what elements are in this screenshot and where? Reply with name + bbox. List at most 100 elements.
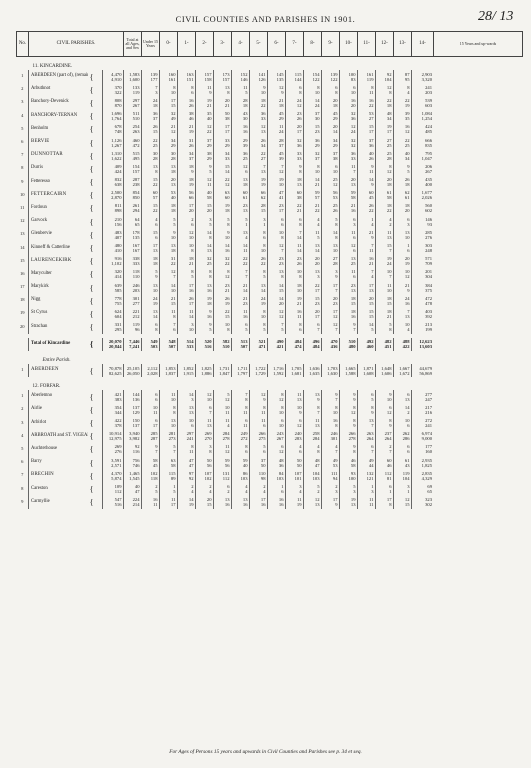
value-cell: 269 270: [195, 429, 214, 443]
value-cell: 173 157: [213, 70, 232, 84]
female-value: 7: [317, 409, 320, 415]
value-cell: 27 25: [375, 135, 394, 150]
sex-marker-line: [96, 222, 103, 227]
value-cell: 15 14: [213, 162, 232, 176]
female-value: 375: [425, 287, 432, 293]
female-value: 46: [188, 116, 194, 122]
value-cell: 246 203: [123, 281, 142, 295]
male-value: 2: [209, 484, 212, 490]
male-value: 13: [314, 243, 320, 249]
female-value: 12: [386, 409, 392, 415]
value-cell: 11 24: [267, 122, 286, 136]
value-cell: 269 276: [102, 442, 124, 457]
male-value: 9: [209, 322, 212, 328]
brace-glyph: {: [89, 84, 94, 95]
female-value: 11: [225, 409, 230, 415]
value-cell: 1,310 1,622: [102, 149, 124, 163]
female-value: 7: [335, 396, 338, 402]
male-value: 56: [188, 190, 194, 196]
male-value: 11: [207, 418, 212, 424]
female-value: 103: [240, 475, 248, 481]
female-value: 5: [209, 327, 212, 333]
female-value: 294: [132, 208, 140, 214]
female-value: 103: [276, 475, 284, 481]
male-value: 15: [314, 295, 320, 301]
female-value: 18: [152, 261, 158, 267]
parish-name: Carmyllie: [28, 495, 88, 509]
female-value: 15: [404, 502, 410, 508]
sex-marker-line: [96, 502, 103, 507]
value-cell: 18 16: [339, 307, 358, 321]
value-cell: 154 122: [303, 70, 322, 84]
female-value: 6: [407, 423, 410, 429]
value-cell: 297 241: [177, 429, 196, 443]
value-cell: 13 3: [303, 267, 322, 281]
value-cell: 11 5: [303, 228, 322, 242]
male-value: 8: [407, 84, 410, 90]
female-value: 56: [206, 462, 212, 468]
male-value: 515: [132, 150, 140, 156]
male-value: 19: [350, 497, 356, 503]
male-value: 93: [350, 470, 356, 476]
female-value: 28: [170, 155, 176, 161]
parish-number: 7: [21, 152, 24, 158]
female-value: 19: [404, 261, 410, 267]
male-value: 36: [242, 150, 248, 156]
value-cell: 19 18: [195, 294, 214, 308]
brace-glyph: {: [89, 282, 94, 293]
value-cell: 11 13: [303, 416, 322, 430]
male-value: 133: [132, 84, 140, 90]
male-value: 132: [366, 470, 374, 476]
female-value: 116: [132, 449, 140, 455]
page-header: CIVIL COUNTIES AND PARISHES IN 1901. 28/…: [0, 9, 531, 27]
male-value: 22: [296, 203, 302, 209]
parish-row: 2 Arbuthnot{370 322 133 119 7 3 8 10 8 6 11 9 13 8 11 5 9…: [17, 83, 523, 97]
female-value: 1,592: [273, 370, 284, 376]
value-cell: 403 392: [411, 307, 434, 321]
value-cell: 1,696 1,764: [102, 109, 124, 123]
male-value: 3,940: [129, 431, 140, 437]
female-value: 7: [353, 327, 356, 333]
female-value: 18: [242, 102, 248, 108]
male-value: 3: [299, 484, 302, 490]
parish-name: Marykirk: [28, 281, 88, 295]
value-cell: 38 29: [195, 149, 214, 163]
value-cell: 201 304: [411, 267, 434, 281]
male-value: 18: [170, 203, 176, 209]
female-value: 5: [245, 327, 248, 333]
female-value: 18: [386, 102, 392, 108]
male-value: 354: [114, 404, 122, 410]
male-value: 8: [245, 404, 248, 410]
sex-marker: [96, 149, 103, 162]
female-value: 161: [168, 76, 176, 82]
female-value: 15: [368, 313, 374, 319]
male-value: 8: [263, 308, 266, 314]
female-value: 151: [186, 76, 194, 82]
male-value: 18: [188, 177, 194, 183]
female-value: 2: [407, 409, 410, 415]
female-value: 13: [260, 129, 266, 135]
male-value: 2: [191, 484, 194, 490]
parish-row: 10 FETTERCAIRN{2,500 2,870 854 850 60 57 53 40 56…: [17, 188, 523, 202]
value-cell: 14 13: [195, 241, 214, 255]
male-value: 17: [386, 497, 392, 503]
male-value: 3: [191, 322, 194, 328]
female-value: 9: [353, 423, 356, 429]
female-value: 10: [206, 396, 212, 402]
female-value: 20: [206, 208, 212, 214]
female-value: 2,870: [111, 195, 122, 201]
value-cell: 213 199: [411, 320, 434, 334]
value-cell: 100 83: [339, 70, 358, 84]
value-cell: 31 26: [177, 135, 196, 150]
value-cell: 480 410: [102, 241, 124, 255]
female-value: 21: [386, 313, 392, 319]
parish-number: 2: [21, 86, 24, 92]
value-cell: 237 264: [375, 429, 394, 443]
parish-name-text: Barry: [31, 459, 42, 465]
female-value: 18: [404, 182, 410, 188]
male-value: 4: [317, 216, 320, 222]
male-value: 11: [387, 229, 392, 235]
